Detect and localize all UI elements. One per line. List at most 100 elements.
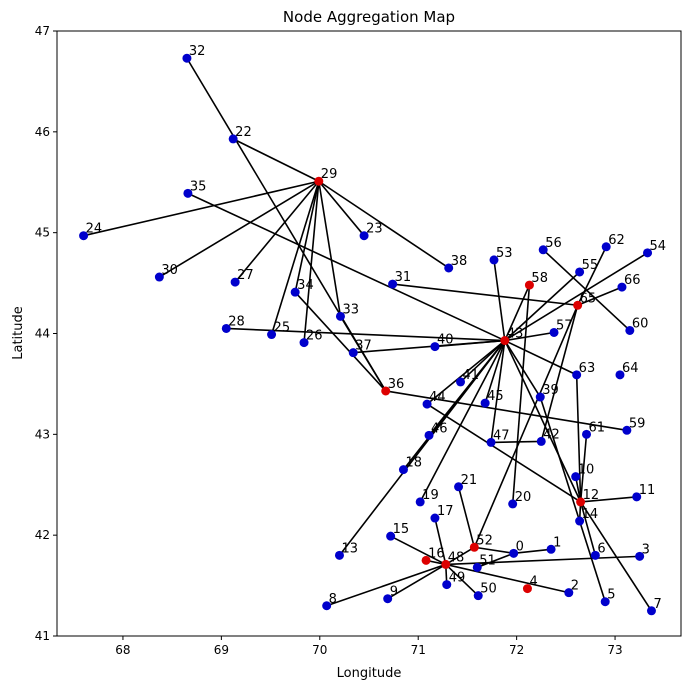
edge-30-29 [158,180,320,278]
node-8 [322,601,332,611]
x-tick-label-71: 71 [411,643,426,657]
edge-34-36 [294,291,387,392]
x-tick-label-69: 69 [214,643,229,657]
node-label-31: 31 [395,270,412,285]
node-label-39: 39 [542,383,559,398]
node-label-3: 3 [642,542,650,557]
node-label-1: 1 [553,535,561,550]
node-label-35: 35 [190,179,207,194]
node-45 [480,398,490,408]
aggregator-node-36 [381,386,391,396]
node-2 [564,588,574,598]
edge-58-20 [511,285,531,504]
edge-65-52 [473,304,579,548]
node-label-13: 13 [341,541,358,556]
edge-58-43 [504,284,531,341]
edge-55-43 [504,271,581,342]
node-51 [472,562,482,572]
x-tick-label-68: 68 [115,643,130,657]
y-axis-ticks: 41 42 43 44 45 46 47 [35,24,57,643]
node-label-42: 42 [543,427,560,442]
edge-15-48 [390,535,447,566]
node-label-66: 66 [624,273,641,288]
node-59 [622,425,632,435]
edge-34-29 [294,181,320,293]
node-label-26: 26 [306,329,323,344]
node-label-50: 50 [480,582,497,597]
edge-48-3 [445,555,640,566]
node-label-24: 24 [86,222,103,237]
node-5 [600,597,610,607]
node-47 [486,437,496,447]
node-label-37: 37 [355,339,372,354]
edge-48-8 [326,563,447,607]
edge-66-65 [577,286,623,307]
node-23 [359,231,369,241]
node-3 [635,551,645,561]
node-label-62: 62 [608,233,625,248]
edge-45-43 [484,340,506,404]
edge-44-43 [426,339,506,405]
edge-35-43 [187,192,506,342]
node-label-56: 56 [545,236,562,251]
node-26 [299,338,309,348]
node-label-34: 34 [297,278,314,293]
x-tick-label-70: 70 [312,643,327,657]
node-label-49: 49 [449,571,466,586]
node-25 [267,330,277,340]
node-label-30: 30 [161,263,178,278]
node-9 [383,594,393,604]
edge-25-29 [270,181,320,335]
node-22 [228,134,238,144]
edge-52-0 [474,546,514,555]
node-32 [182,53,192,63]
node-label-51: 51 [479,553,496,568]
edge-23-29 [318,180,365,237]
edges-layer [83,57,653,612]
edge-21-52 [457,486,476,548]
edge-53-43 [493,259,506,341]
x-tick-label-72: 72 [509,643,524,657]
edge-39-5 [539,396,606,602]
node-17 [430,513,440,523]
node-label-28: 28 [228,314,245,329]
node-30 [154,272,164,282]
edge-33-36 [339,315,387,392]
edge-38-29 [318,180,450,269]
node-label-19: 19 [422,488,439,503]
node-54 [643,248,653,258]
edge-12-7 [579,501,653,612]
edge-40-43 [434,339,505,348]
node-55 [575,267,585,277]
node-label-7: 7 [653,597,661,612]
edge-56-60 [542,249,631,332]
node-34 [290,287,300,297]
node-label-20: 20 [515,490,532,505]
node-46 [424,430,434,440]
edge-51-0 [476,552,514,569]
node-60 [625,325,635,335]
edge-27-29 [234,180,320,283]
edge-48-50 [445,563,479,597]
node-11 [632,492,642,502]
node-56 [538,245,548,255]
node-64 [615,370,625,380]
node-label-57: 57 [556,318,573,333]
aggregator-node-29 [314,176,324,186]
node-label-53: 53 [496,246,513,261]
node-label-8: 8 [329,592,337,607]
node-19 [415,497,425,507]
edge-48-2 [445,563,569,594]
y-tick-label-42: 42 [35,528,50,542]
chart-title: Node Aggregation Map [283,8,455,26]
edge-12-6 [579,501,597,556]
aggregator-node-52 [469,542,479,552]
node-57 [549,327,559,337]
edge-17-48 [434,517,447,565]
y-tick-label-47: 47 [35,24,50,38]
node-label-18: 18 [405,456,422,471]
node-53 [489,255,499,265]
node-label-25: 25 [274,321,291,336]
node-66 [617,282,627,292]
node-label-40: 40 [437,333,454,348]
